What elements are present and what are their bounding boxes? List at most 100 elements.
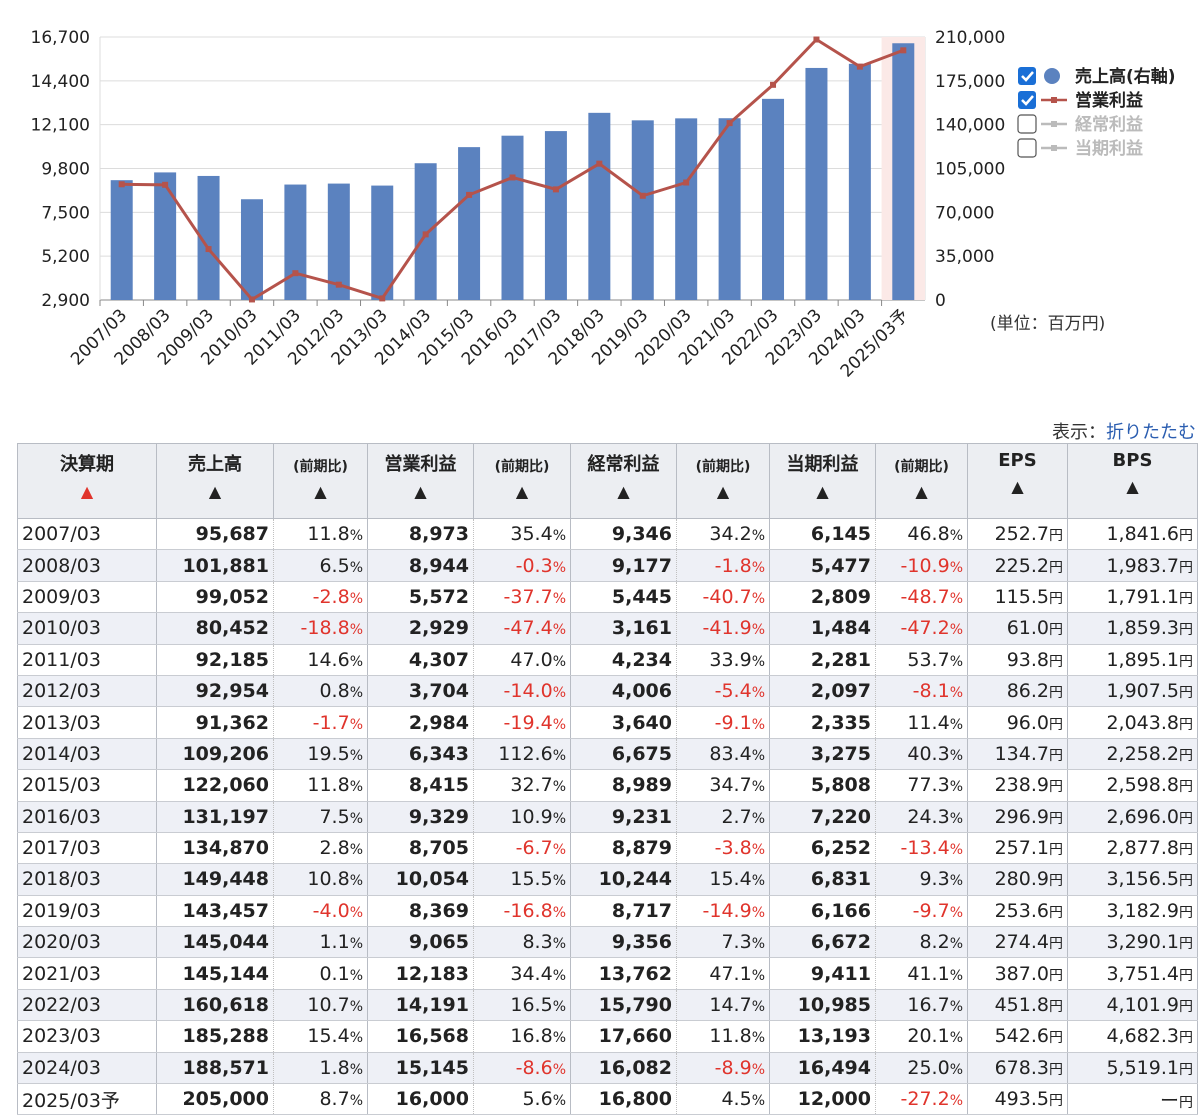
- sort-arrow-icon[interactable]: ▲: [1011, 477, 1024, 496]
- left-tick-label: 9,800: [41, 160, 90, 180]
- bar-2012/03: [327, 183, 350, 300]
- cell-operating-profit: 8,369: [367, 895, 474, 928]
- cell-operating-change: -8.6%: [473, 1052, 571, 1085]
- cell-period: 2011/03: [17, 644, 157, 676]
- cell-period: 2017/03: [17, 832, 157, 865]
- header-label: (前期比): [293, 459, 348, 475]
- cell-net-profit: 6,672: [769, 926, 876, 959]
- bar-2021/03: [718, 118, 741, 300]
- cell-ordinary-change: -3.8%: [676, 832, 770, 865]
- cell-net-change: 8.2%: [875, 926, 968, 959]
- cell-operating-change: -16.8%: [473, 895, 571, 928]
- cell-eps: 115.5円: [967, 581, 1068, 614]
- header-operating-profit[interactable]: 営業利益 ▲: [367, 443, 474, 519]
- point-2017/03: [552, 186, 559, 193]
- cell-operating-profit: 15,145: [367, 1052, 474, 1085]
- legend-item-3[interactable]: 経常利益: [1017, 114, 1143, 135]
- cell-net-change: 24.3%: [875, 801, 968, 833]
- sort-arrow-icon[interactable]: ▲: [716, 482, 730, 501]
- collapse-link[interactable]: 折りたたむ: [1106, 422, 1196, 443]
- cell-ordinary-profit: 16,800: [570, 1083, 677, 1115]
- table-row: 2024/03 188,571 1.8% 15,145 -8.6% 16,082 -8.9%…: [17, 1052, 1198, 1085]
- cell-revenue-change: 0.8%: [273, 675, 368, 708]
- legend-item-2[interactable]: 営業利益: [1018, 90, 1143, 111]
- sort-arrow-icon[interactable]: ▲: [816, 482, 829, 501]
- sort-arrow-icon[interactable]: ▲: [208, 482, 222, 501]
- checkbox-unchecked: [1017, 114, 1037, 134]
- cell-ordinary-profit: 13,762: [570, 957, 677, 990]
- cell-ordinary-profit: 9,231: [570, 801, 677, 833]
- table-row: 2018/03 149,448 10.8% 10,054 15.5% 10,244 15.4…: [17, 863, 1198, 896]
- sort-arrow-icon[interactable]: ▲: [915, 482, 928, 501]
- header-ordinary-profit[interactable]: 経常利益 ▲: [570, 443, 677, 519]
- cell-bps: 1,907.5円: [1067, 675, 1198, 708]
- checkbox-checked: [1018, 67, 1036, 85]
- bar-2018/03: [588, 112, 611, 301]
- sort-arrow-icon[interactable]: ▲: [414, 482, 427, 501]
- sort-arrow-icon[interactable]: ▲: [515, 482, 529, 501]
- cell-revenue: 149,448: [156, 863, 274, 896]
- cell-operating-profit: 5,572: [367, 581, 474, 614]
- cell-net-change: 46.8%: [875, 518, 968, 551]
- header-net-change[interactable]: (前期比) ▲: [875, 443, 968, 519]
- sort-arrow-icon[interactable]: ▲: [314, 482, 327, 501]
- cell-eps: 61.0円: [967, 612, 1068, 645]
- header-operating-change[interactable]: (前期比) ▲: [473, 443, 571, 519]
- table-row: 2011/03 92,185 14.6% 4,307 47.0% 4,234 33.9% 2,…: [17, 644, 1198, 676]
- header-revenue[interactable]: 売上高 ▲: [156, 443, 274, 519]
- point-2025/03予: [900, 47, 907, 54]
- cell-net-profit: 9,411: [769, 957, 876, 990]
- header-net-profit[interactable]: 当期利益 ▲: [769, 443, 876, 519]
- cell-period: 2016/03: [17, 801, 157, 833]
- cell-operating-profit: 10,054: [367, 863, 474, 896]
- toggle-prefix: 表示：: [1052, 422, 1106, 443]
- cell-ordinary-profit: 9,346: [570, 518, 677, 551]
- cell-ordinary-change: -40.7%: [676, 581, 770, 614]
- cell-revenue-change: 1.8%: [273, 1052, 368, 1085]
- bar-2015/03: [458, 147, 481, 300]
- cell-revenue-change: 15.4%: [273, 1020, 368, 1053]
- point-2022/03: [770, 81, 777, 88]
- header-eps[interactable]: EPS ▲: [967, 443, 1068, 519]
- cell-net-profit: 6,166: [769, 895, 876, 928]
- sort-arrow-icon[interactable]: ▲: [1126, 477, 1139, 496]
- cell-eps: 93.8円: [967, 644, 1068, 676]
- cell-operating-change: 5.6%: [473, 1083, 571, 1115]
- cell-bps: 3,290.1円: [1067, 926, 1198, 959]
- sort-arrow-icon[interactable]: ▲: [80, 482, 94, 501]
- legend-label: 経常利益: [1075, 114, 1143, 135]
- cell-net-profit: 12,000: [769, 1083, 876, 1115]
- legend-item-4[interactable]: 当期利益: [1017, 138, 1143, 159]
- point-2010/03: [248, 296, 255, 303]
- right-tick-label: 70,000: [935, 203, 994, 223]
- cell-revenue: 92,185: [156, 644, 274, 676]
- point-2021/03: [726, 120, 733, 127]
- cell-revenue-change: 0.1%: [273, 957, 368, 990]
- point-2012/03: [335, 281, 342, 288]
- point-2013/03: [379, 295, 386, 302]
- cell-net-change: 9.3%: [875, 863, 968, 896]
- cell-operating-profit: 3,704: [367, 675, 474, 708]
- legend-item-1[interactable]: 売上高(右軸): [1018, 66, 1176, 87]
- cell-period: 2022/03: [17, 989, 157, 1022]
- header-revenue-change[interactable]: (前期比) ▲: [273, 443, 368, 519]
- header-ordinary-change[interactable]: (前期比) ▲: [676, 443, 770, 519]
- header-period[interactable]: 決算期 ▲: [17, 443, 157, 519]
- sort-arrow-icon[interactable]: ▲: [617, 482, 630, 501]
- header-bps[interactable]: BPS ▲: [1067, 443, 1198, 519]
- cell-ordinary-change: 83.4%: [676, 738, 770, 771]
- cell-eps: 280.9円: [967, 863, 1068, 896]
- cell-revenue: 145,044: [156, 926, 274, 959]
- cell-revenue-change: 14.6%: [273, 644, 368, 676]
- cell-ordinary-change: -9.1%: [676, 706, 770, 739]
- cell-ordinary-profit: 9,177: [570, 549, 677, 582]
- bar-2008/03: [154, 172, 177, 300]
- point-2008/03: [162, 181, 169, 188]
- cell-operating-change: 10.9%: [473, 801, 571, 833]
- cell-bps: 2,043.8円: [1067, 706, 1198, 739]
- cell-revenue-change: -1.7%: [273, 706, 368, 739]
- cell-period: 2012/03: [17, 675, 157, 708]
- table-row: 2019/03 143,457 -4.0% 8,369 -16.8% 8,717 -14.9…: [17, 895, 1198, 928]
- cell-operating-change: 34.4%: [473, 957, 571, 990]
- cell-eps: 493.5円: [967, 1083, 1068, 1115]
